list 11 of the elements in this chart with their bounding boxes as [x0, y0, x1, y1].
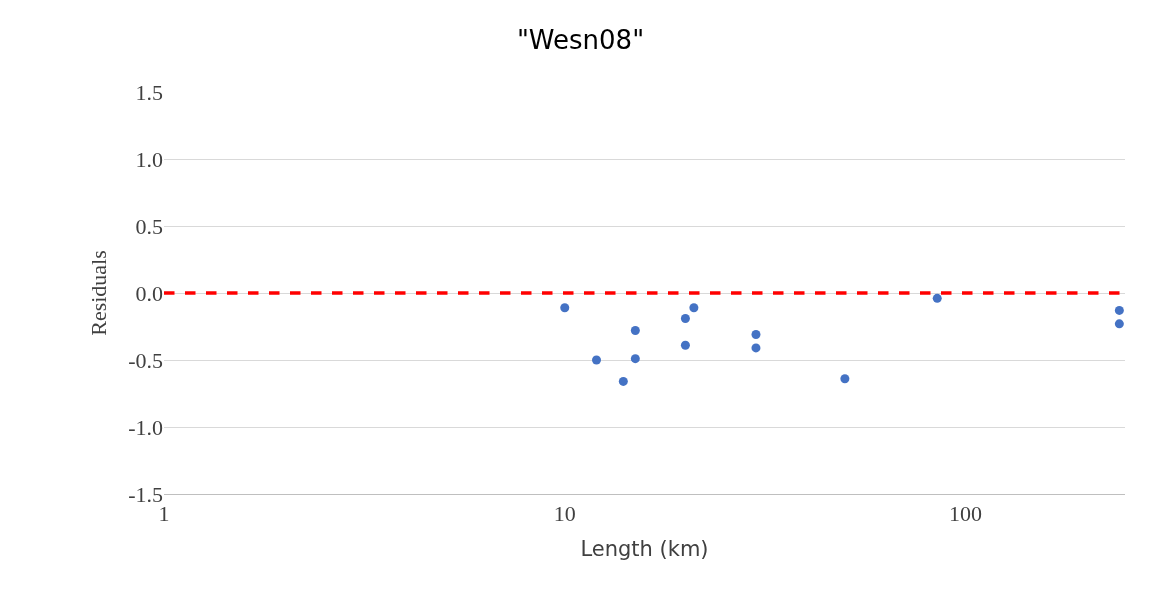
x-tick-label: 10: [553, 501, 576, 527]
y-tick-label: 1.0: [135, 146, 163, 172]
y-tick-label: -0.5: [128, 347, 163, 373]
y-axis-title: Residuals: [85, 250, 111, 336]
x-tick-label: 100: [949, 501, 983, 527]
y-tick-label: 1.5: [135, 79, 163, 105]
x-axis-title: Length (km): [580, 536, 709, 561]
y-tick-label: 0.0: [135, 280, 163, 306]
y-tick-label: -1.0: [128, 414, 163, 440]
chart-title: "Wesn08": [516, 24, 645, 55]
y-tick-label: 0.5: [135, 213, 163, 239]
